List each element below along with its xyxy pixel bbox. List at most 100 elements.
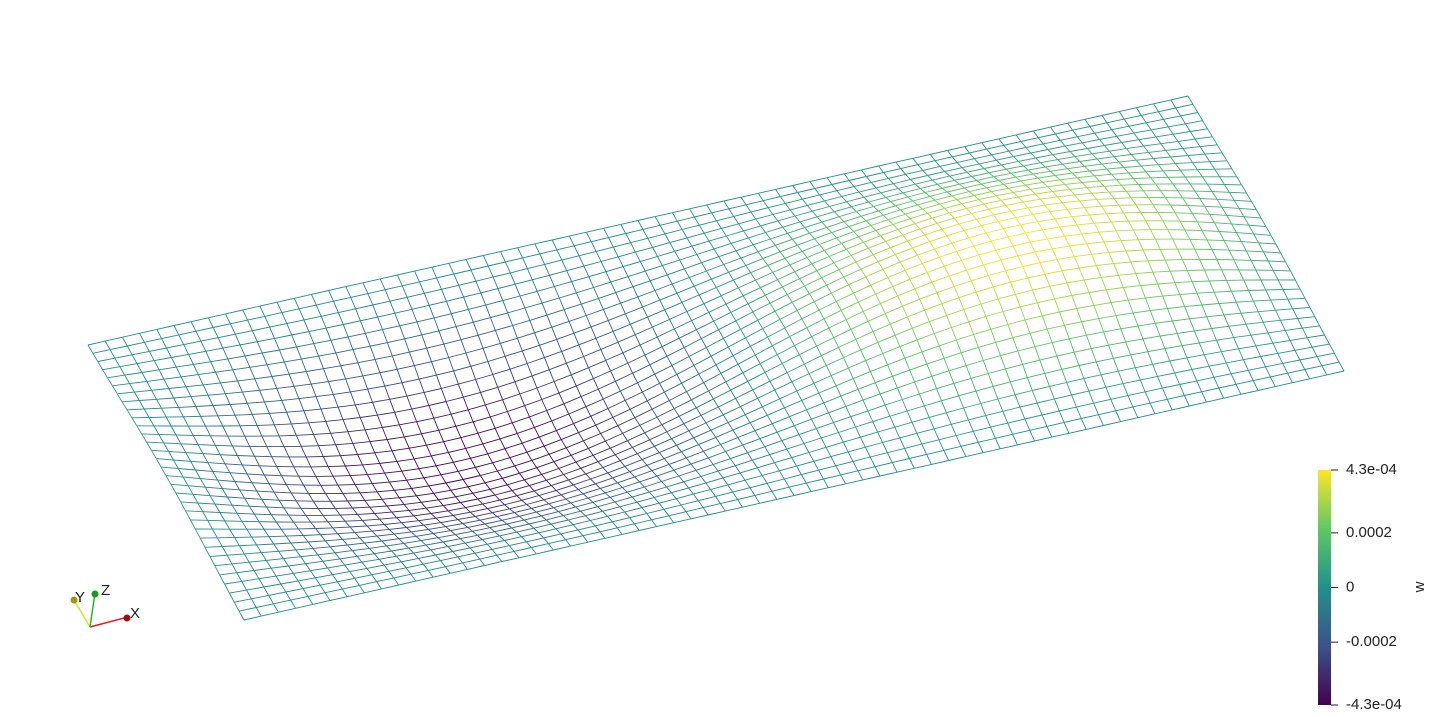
mesh-edge [834, 206, 852, 213]
mesh-edge [1195, 136, 1213, 140]
mesh-edge [247, 315, 265, 321]
mesh-edge [1140, 165, 1147, 173]
mesh-edge [443, 343, 450, 358]
mesh-edge [416, 317, 435, 323]
mesh-edge [892, 369, 910, 377]
mesh-edge [716, 215, 734, 222]
mesh-edge [836, 237, 842, 244]
mesh-edge [1089, 168, 1107, 172]
mesh-edge [1108, 341, 1126, 346]
mesh-edge [393, 533, 400, 540]
mesh-edge [985, 415, 991, 428]
mesh-edge [344, 465, 351, 476]
mesh-edge [1046, 421, 1065, 427]
mesh-edge [683, 414, 702, 425]
mesh-edge [497, 387, 504, 400]
mesh-edge [435, 465, 442, 476]
mesh-edge [303, 410, 310, 423]
mesh-edge [577, 489, 584, 495]
mesh-edge [183, 344, 190, 355]
mesh-edge [843, 173, 850, 181]
mesh-edge [639, 526, 657, 531]
mesh-edge [409, 444, 427, 449]
mesh-edge [764, 446, 770, 455]
mesh-edge [1055, 129, 1073, 135]
mesh-edge [828, 405, 846, 414]
mesh-edge [482, 255, 489, 267]
mesh-edge [934, 195, 953, 201]
mesh-edge [1027, 204, 1046, 209]
mesh-edge [207, 520, 213, 530]
mesh-edge [656, 336, 663, 347]
mesh-edge [1159, 249, 1166, 261]
mesh-edge [1209, 362, 1227, 367]
mesh-edge [1108, 345, 1114, 359]
mesh-edge [803, 443, 810, 453]
mesh-edge [361, 558, 380, 563]
mesh-edge [691, 399, 697, 409]
mesh-edge [268, 483, 275, 493]
mesh-edge [1030, 238, 1048, 243]
mesh-edge [280, 583, 287, 593]
mesh-edge [661, 337, 680, 348]
mesh-edge [1218, 303, 1225, 316]
mesh-edge [423, 474, 442, 479]
mesh-edge [397, 365, 415, 370]
mesh-edge [610, 362, 628, 372]
mesh-edge [900, 168, 906, 175]
mesh-edge [1066, 209, 1073, 217]
mesh-edge [362, 282, 369, 294]
mesh-edge [1287, 372, 1293, 383]
mesh-edge [1079, 200, 1085, 208]
mesh-edge [1306, 337, 1313, 348]
mesh-edge [178, 468, 196, 471]
mesh-edge [1150, 129, 1157, 138]
mesh-edge [899, 432, 918, 439]
mesh-edge [888, 173, 906, 179]
mesh-edge [1118, 205, 1124, 214]
mesh-edge [504, 448, 511, 458]
mesh-edge [361, 520, 368, 527]
mesh-edge [607, 408, 614, 418]
mesh-edge [1043, 139, 1061, 145]
mesh-edge [366, 525, 373, 532]
mesh-edge [440, 560, 446, 567]
mesh-edge [1177, 330, 1195, 334]
mesh-edge [1072, 214, 1090, 218]
mesh-edge [202, 453, 221, 456]
mesh-edge [1150, 229, 1156, 240]
mesh-edge [720, 373, 727, 383]
mesh-edge [1152, 272, 1159, 285]
mesh-edge [413, 549, 431, 554]
mesh-edge [229, 472, 248, 475]
mesh-edge [1170, 99, 1177, 109]
mesh-edge [1226, 359, 1244, 364]
mesh-edge [1312, 343, 1330, 348]
mesh-edge [192, 364, 199, 375]
mesh-edge [122, 400, 140, 403]
mesh-edge [1169, 204, 1176, 214]
mesh-edge [608, 237, 614, 248]
mesh-edge [1088, 386, 1106, 392]
mesh-edge [1071, 390, 1089, 396]
mesh-edge [947, 146, 965, 151]
mesh-edge [951, 327, 957, 341]
mesh-edge [914, 223, 921, 230]
mesh-edge [627, 270, 646, 278]
mesh-edge [857, 466, 876, 472]
mesh-edge [1214, 222, 1220, 232]
mesh-edge [818, 385, 837, 394]
mesh-edge [1106, 167, 1124, 170]
mesh-edge [354, 578, 360, 586]
mesh-edge [798, 434, 805, 444]
mesh-edge [730, 312, 737, 322]
mesh-edge [644, 346, 663, 356]
mesh-edge [161, 334, 179, 340]
mesh-edge [497, 283, 516, 290]
mesh-edge [205, 351, 212, 362]
mesh-edge [473, 317, 491, 323]
mesh-edge [148, 417, 155, 427]
mesh-edge [610, 440, 628, 449]
mesh-edge [339, 455, 346, 467]
mesh-edge [1010, 210, 1016, 218]
